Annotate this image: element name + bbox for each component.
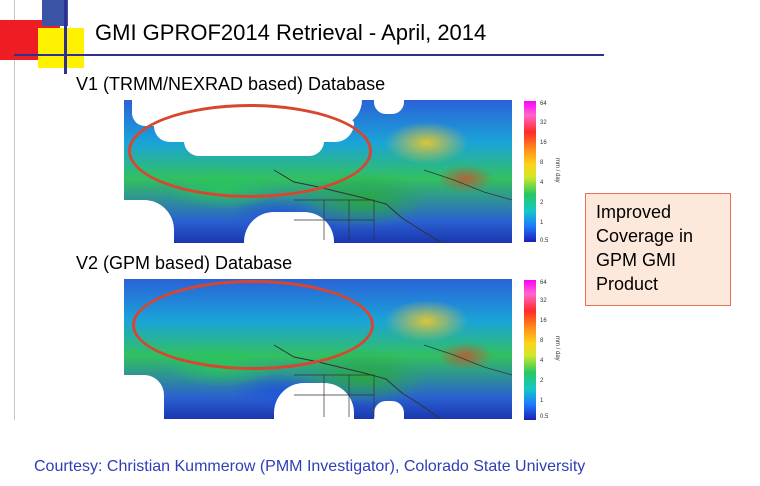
colorbar-v2-tick: 64 [540,280,547,286]
highlight-ellipse-v2 [132,280,374,370]
colorbar-v1-tick: 0.5 [540,238,549,244]
colorbar-v1 [524,101,536,242]
title-underline [14,54,604,56]
slide-title: GMI GPROF2014 Retrieval - April, 2014 [95,20,487,45]
colorbar-v2 [524,280,536,420]
colorbar-v1-unit: mm / day [554,158,560,183]
colorbar-v2-tick: 4 [540,358,544,364]
panel1-label: V1 (TRMM/NEXRAD based) Database [76,74,386,94]
colorbar-v1-tick: 2 [540,200,544,206]
colorbar-v1-tick: 32 [540,120,547,126]
colorbar-v1-tick: 8 [540,160,544,166]
colorbar-v1-tick: 4 [540,180,544,186]
panel2-label: V2 (GPM based) Database [76,253,293,273]
colorbar-v2-tick: 32 [540,298,547,304]
colorbar-v2-tick: 16 [540,318,547,324]
decor-yellow-square [38,28,84,68]
colorbar-v1-tick: 1 [540,220,544,226]
callout-box: Improved Coverage in GPM GMI Product [585,193,731,306]
slide-left-rule [14,0,15,420]
colorbar-v1-tick: 64 [540,101,547,107]
decor-blue-square [42,0,68,26]
colorbar-v1-tick: 16 [540,140,547,146]
colorbar-v2-tick: 2 [540,378,544,384]
courtesy-credit: Courtesy: Christian Kummerow (PMM Invest… [34,458,586,475]
colorbar-v2-tick: 1 [540,398,544,404]
colorbar-v2-unit: mm / day [554,336,560,361]
colorbar-v2-tick: 8 [540,338,544,344]
decor-vertical-line [64,0,67,74]
colorbar-v2-tick: 0.5 [540,414,549,420]
highlight-ellipse-v1 [128,104,372,198]
